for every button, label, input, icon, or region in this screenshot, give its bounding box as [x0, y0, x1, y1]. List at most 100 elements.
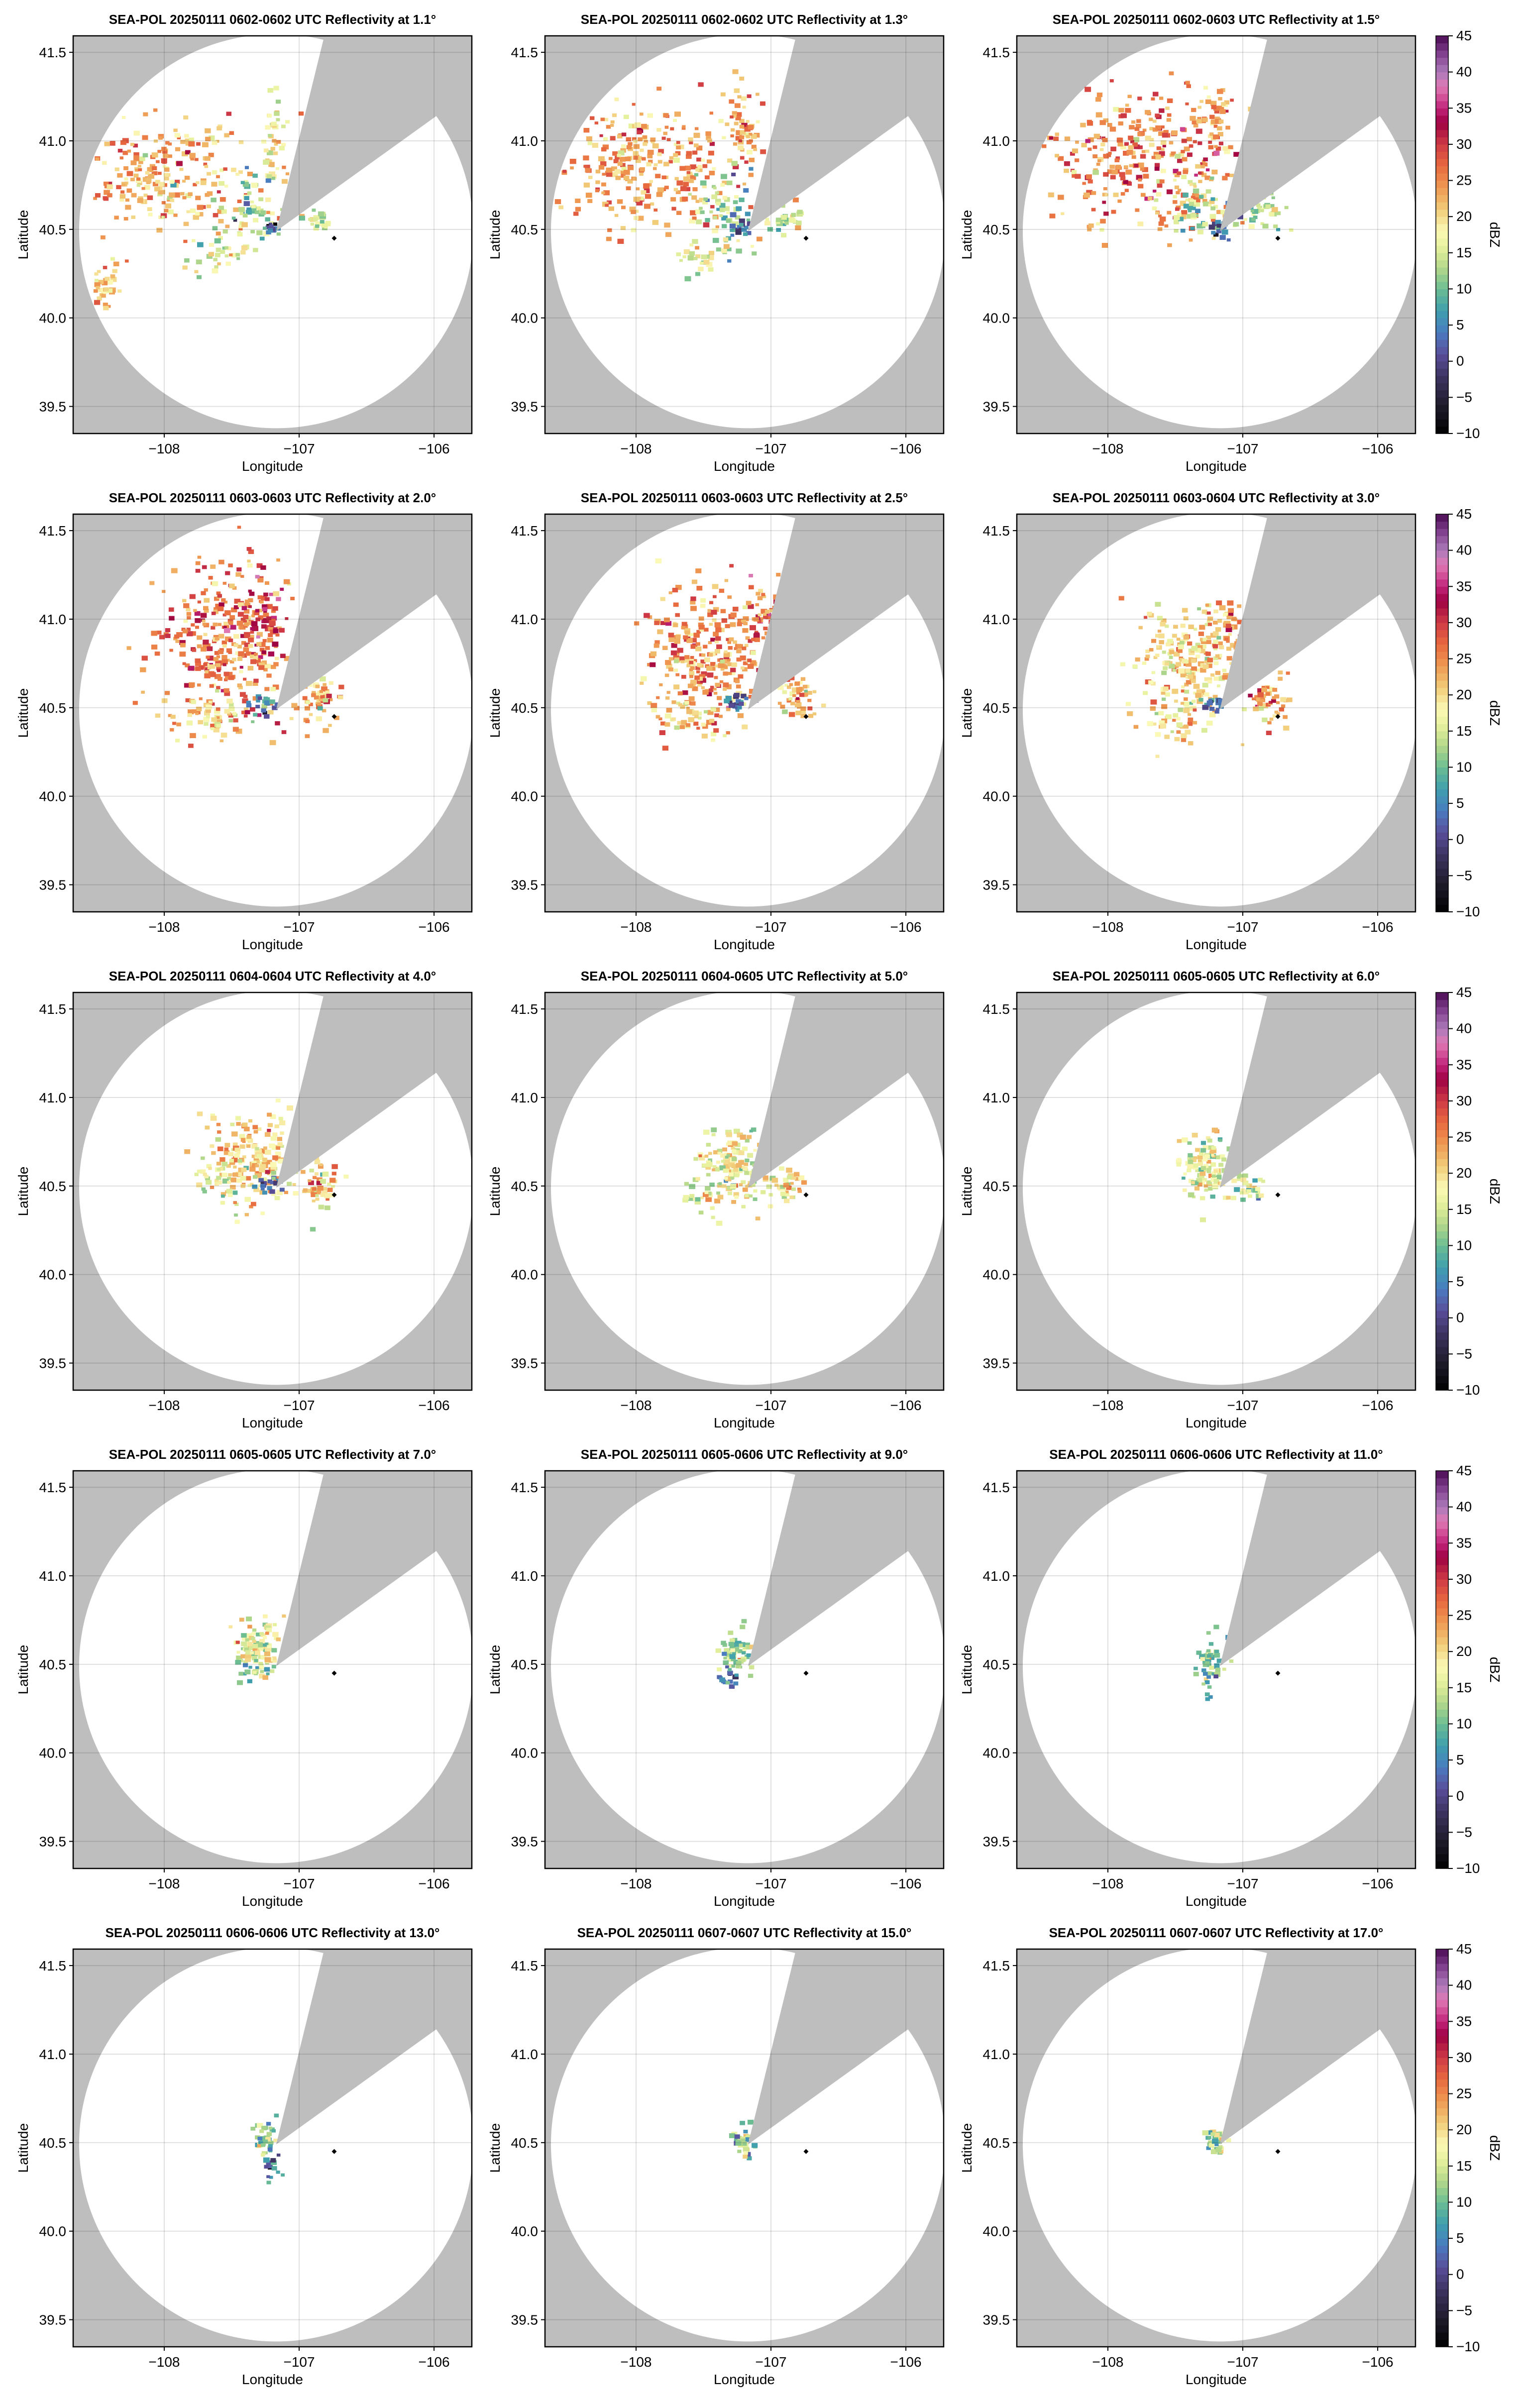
echo-pixel	[242, 1663, 248, 1667]
echo-pixel	[250, 659, 257, 664]
echo-pixel	[668, 591, 672, 594]
y-tick-label: 39.5	[983, 877, 1010, 893]
echo-pixel	[103, 306, 109, 311]
echo-pixel	[1205, 636, 1211, 640]
colorbar-swatch	[1436, 1687, 1448, 1695]
colorbar-tick-label: 0	[1456, 1310, 1464, 1325]
echo-pixel	[604, 117, 608, 121]
echo-pixel	[253, 678, 259, 683]
echo-pixel	[1151, 97, 1155, 101]
echo-pixel	[147, 177, 151, 181]
echo-pixel	[1207, 1138, 1212, 1143]
echo-pixel	[195, 712, 199, 715]
echo-pixel	[558, 205, 563, 210]
site-marker	[331, 2149, 337, 2154]
echo-pixel	[202, 643, 208, 648]
echo-pixel	[1219, 109, 1226, 114]
echo-pixel	[717, 1667, 722, 1671]
echo-pixel	[120, 140, 126, 145]
blocked-sector	[1219, 36, 1415, 231]
echo-pixel	[1258, 706, 1264, 711]
colorbar-tick-label: 15	[1456, 1680, 1472, 1695]
echo-pixel	[1180, 228, 1186, 233]
echo-pixel	[688, 137, 693, 142]
echo-pixel	[1242, 1180, 1249, 1186]
echo-pixel	[195, 158, 199, 161]
echo-pixel	[1075, 140, 1079, 144]
echo-pixel	[1236, 1176, 1242, 1181]
echo-pixel	[740, 1135, 746, 1140]
echo-pixel	[253, 656, 258, 660]
echo-pixel	[742, 628, 749, 633]
echo-pixel	[315, 1172, 319, 1176]
echo-pixel	[1221, 102, 1226, 106]
echo-pixel	[233, 1191, 238, 1195]
colorbar-swatch	[1436, 144, 1448, 152]
echo-pixel	[762, 1175, 768, 1180]
echo-pixel	[1199, 100, 1203, 103]
echo-pixel	[276, 1637, 281, 1642]
echo-pixel	[98, 280, 104, 285]
echo-pixel	[1226, 616, 1231, 620]
echo-pixel	[713, 728, 719, 733]
echo-pixel	[1138, 178, 1142, 182]
y-tick-label: 40.0	[511, 1746, 539, 1761]
echo-pixel	[188, 141, 195, 147]
echo-pixel	[266, 2181, 271, 2185]
echo-pixel	[747, 2156, 752, 2161]
echo-pixel	[1224, 149, 1230, 154]
echo-pixel	[1164, 735, 1170, 739]
echo-pixel	[243, 707, 249, 712]
echo-pixel	[1173, 195, 1177, 199]
y-tick-label: 41.0	[39, 1568, 67, 1584]
echo-pixel	[175, 739, 180, 743]
echo-pixel	[695, 642, 700, 646]
colorbar-swatch	[1436, 79, 1448, 87]
echo-pixel	[177, 136, 181, 139]
echo-pixel	[244, 1126, 250, 1131]
colorbar-swatch	[1436, 1094, 1448, 1101]
echo-pixel	[749, 688, 756, 694]
echo-pixel	[188, 709, 194, 715]
echo-pixel	[1042, 144, 1047, 148]
colorbar-swatch	[1436, 332, 1448, 340]
echo-pixel	[276, 2170, 280, 2174]
echo-pixel	[688, 179, 694, 183]
echo-pixel	[713, 632, 719, 637]
echo-pixel	[1204, 657, 1209, 660]
colorbar-swatch	[1436, 1738, 1448, 1746]
echo-pixel	[266, 616, 271, 621]
echo-pixel	[800, 708, 806, 714]
echo-pixel	[780, 1192, 786, 1197]
echo-pixel	[701, 653, 706, 657]
colorbar-tick-label: 30	[1456, 1093, 1472, 1108]
echo-pixel	[260, 565, 266, 570]
colorbar-swatch	[1436, 1978, 1448, 1986]
echo-pixel	[710, 662, 716, 666]
echo-pixel	[242, 182, 249, 187]
echo-pixel	[682, 255, 686, 258]
echo-pixel	[186, 631, 193, 637]
echo-pixel	[1213, 232, 1219, 237]
echo-pixel	[237, 526, 241, 529]
echo-pixel	[1187, 1141, 1192, 1145]
echo-pixel	[160, 213, 167, 219]
colorbar-swatch	[1436, 839, 1448, 847]
y-tick-label: 41.0	[511, 1090, 539, 1105]
colorbar-swatch	[1436, 1630, 1448, 1638]
echo-pixel	[253, 713, 258, 717]
echo-pixel	[206, 656, 210, 659]
echo-pixel	[228, 706, 235, 711]
colorbar-swatch	[1436, 361, 1448, 369]
echo-pixel	[681, 674, 686, 679]
x-tick-label: −108	[620, 919, 651, 935]
colorbar-swatch	[1436, 774, 1448, 782]
echo-pixel	[269, 1173, 275, 1177]
echo-pixel	[168, 154, 172, 158]
echo-pixel	[1147, 721, 1153, 726]
echo-pixel	[1257, 701, 1263, 706]
colorbar-swatch	[1436, 760, 1448, 768]
echo-pixel	[737, 2150, 742, 2153]
echo-pixel	[643, 183, 650, 189]
echo-pixel	[675, 673, 680, 676]
